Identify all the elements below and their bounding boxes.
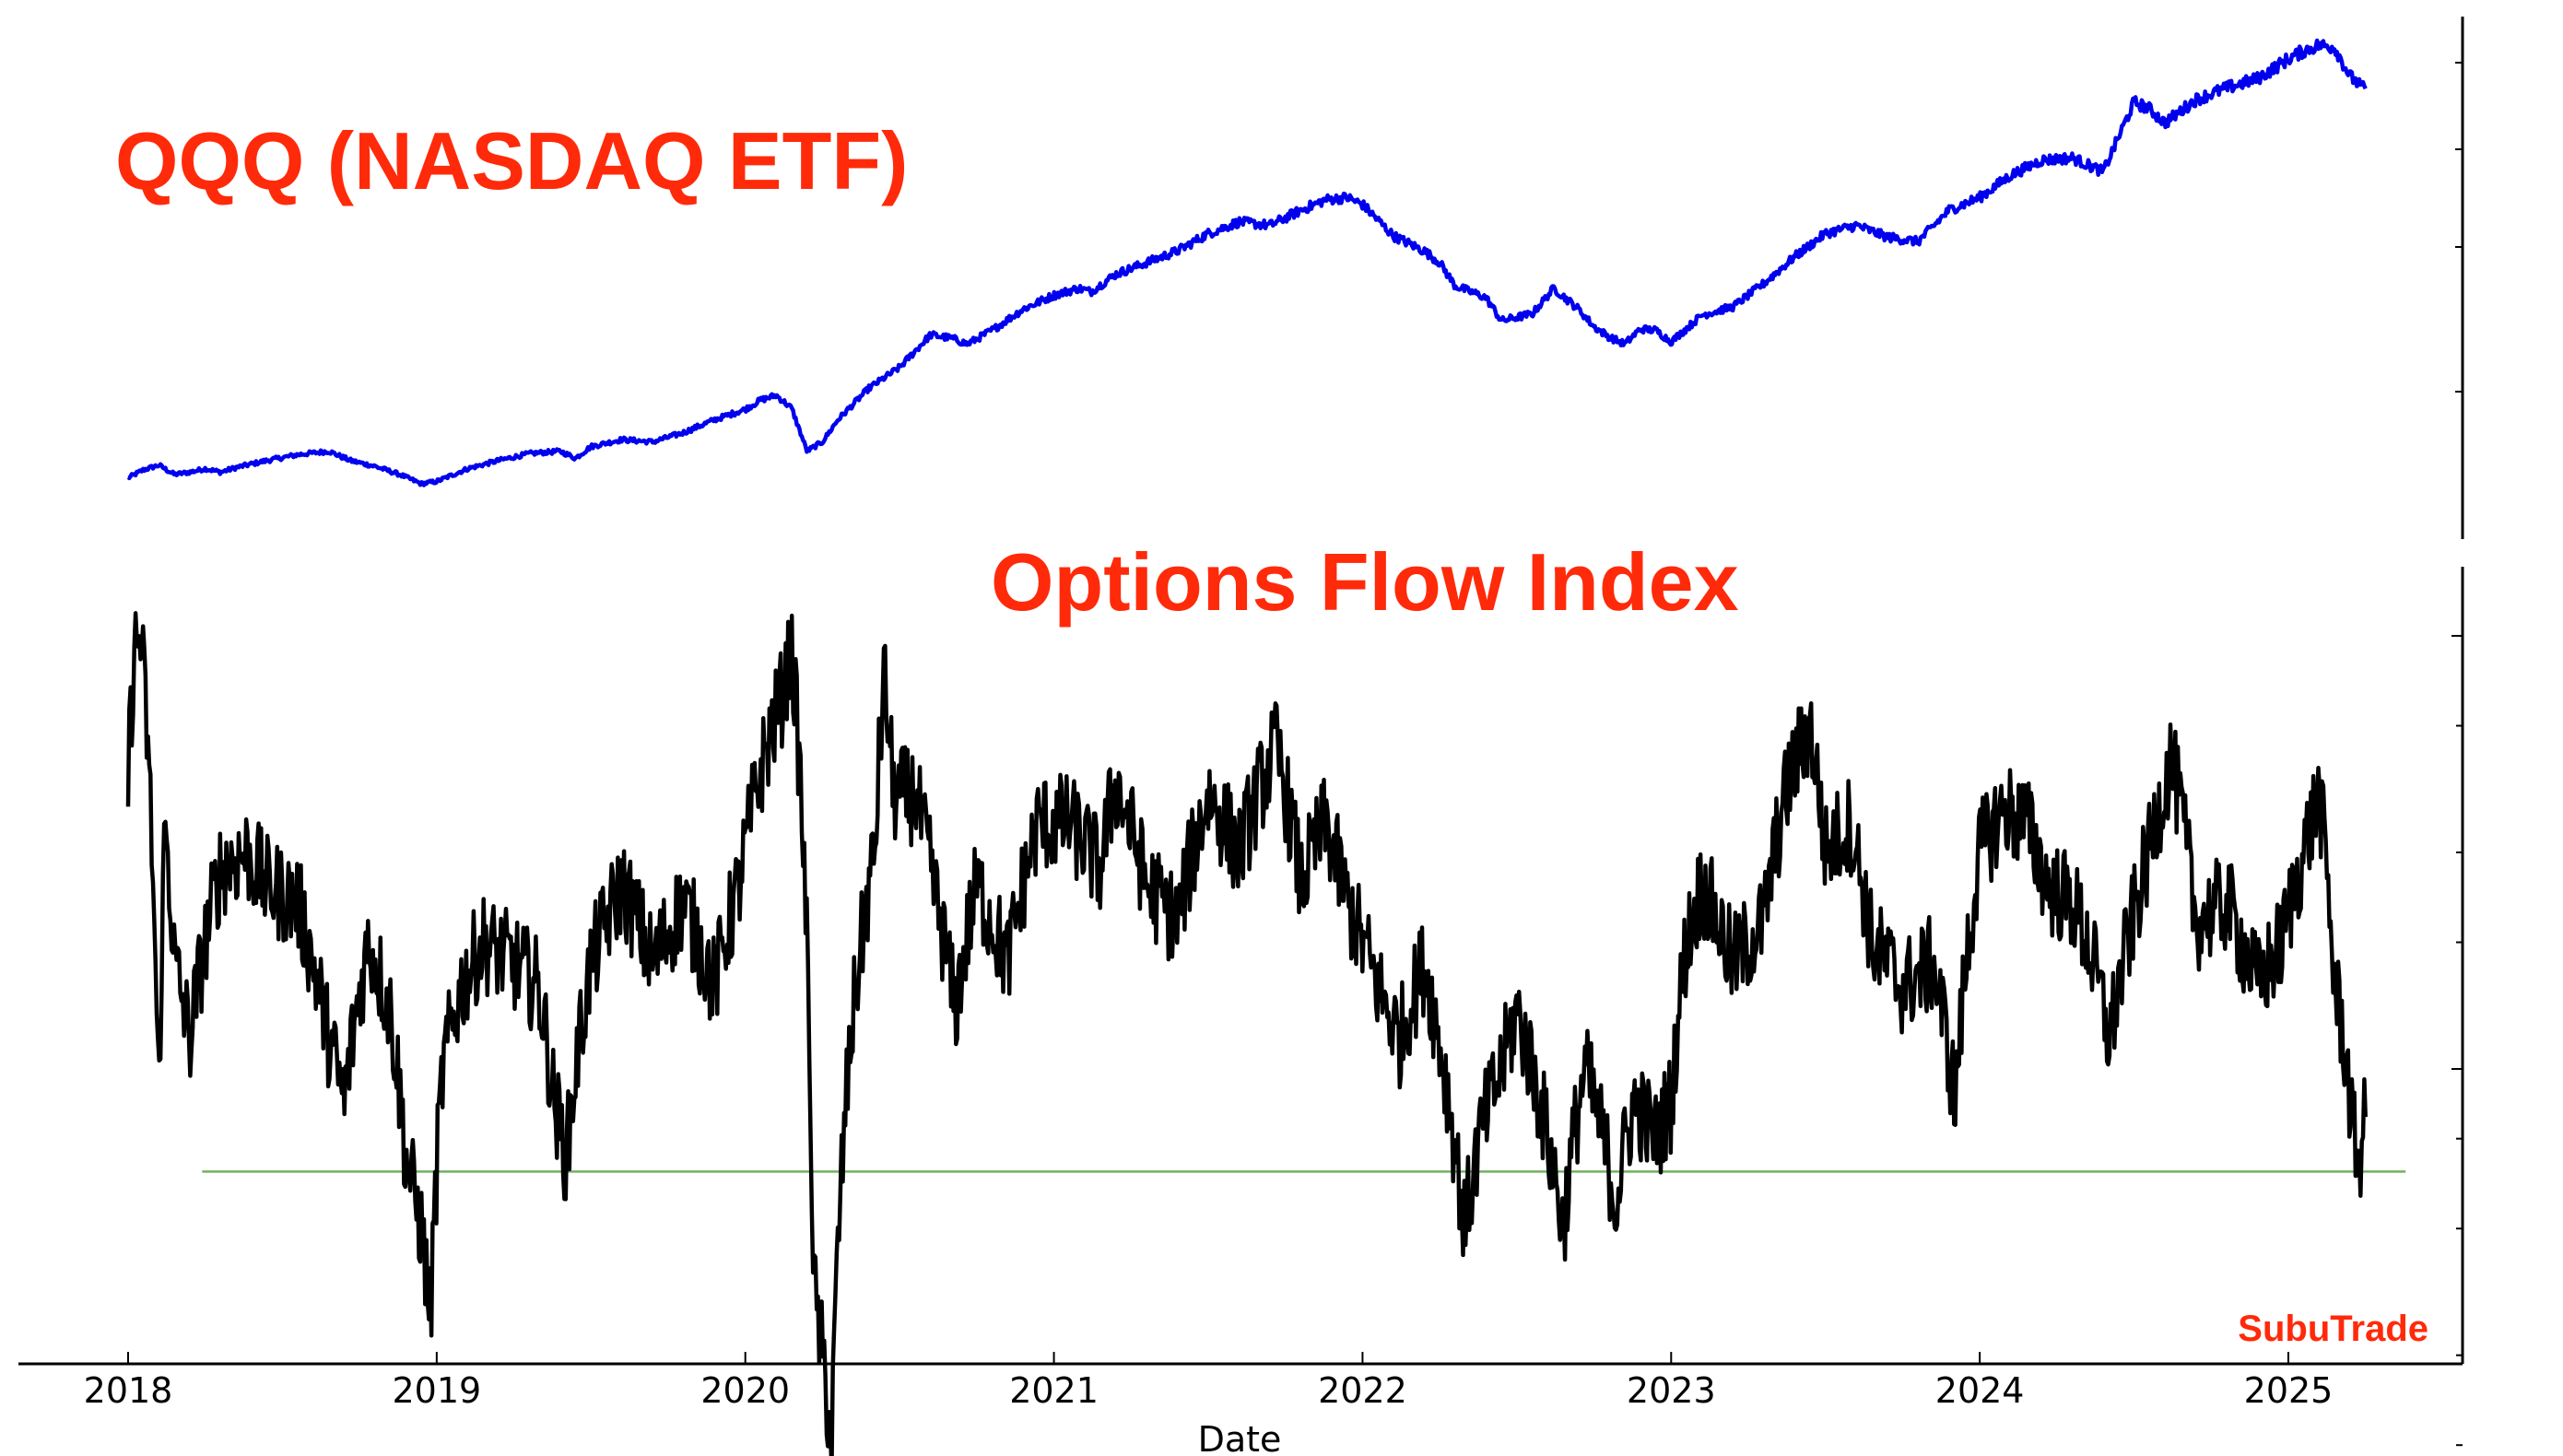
x-tick-label-2024: 2024	[1935, 1370, 2025, 1411]
x-tick-label-2019: 2019	[392, 1370, 481, 1411]
brand-watermark: SubuTrade	[2238, 1309, 2428, 1349]
options-flow-index-title: Options Flow Index	[991, 536, 1739, 628]
options-flow-index-line	[125, 611, 2368, 1456]
x-tick-label-2018: 2018	[84, 1370, 173, 1411]
top-panel: QQQ (NASDAQ ETF)	[115, 17, 2464, 539]
bottom-y-ticks	[2451, 635, 2463, 1447]
top-y-ticks	[2455, 62, 2463, 393]
x-tick-label-2022: 2022	[1318, 1370, 1407, 1411]
x-axis-ticks: 2018 2019 2020 2021 2022 2023 2024 2025	[84, 1352, 2334, 1411]
x-tick-label-2023: 2023	[1627, 1370, 1716, 1411]
x-axis-label: Date	[1198, 1419, 1282, 1456]
bottom-panel: Options Flow Index 2018 2019 2020 2021 2022 2…	[18, 536, 2464, 1456]
x-tick-label-2020: 2020	[700, 1370, 790, 1411]
x-tick-label-2025: 2025	[2244, 1370, 2334, 1411]
qqq-price-line	[126, 38, 2368, 487]
qqq-title: QQQ (NASDAQ ETF)	[115, 115, 908, 206]
x-tick-label-2021: 2021	[1009, 1370, 1099, 1411]
